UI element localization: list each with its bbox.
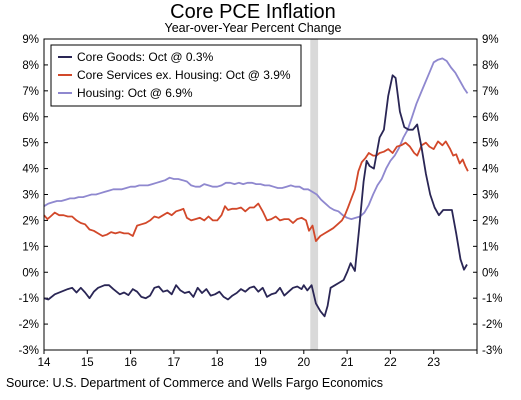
- x-tick-label: 18: [211, 357, 224, 369]
- y-tick-label-left: 6%: [22, 112, 39, 124]
- y-tick-label-left: 5%: [22, 138, 39, 150]
- x-tick-label: 14: [38, 357, 51, 369]
- x-tick-label: 19: [254, 357, 267, 369]
- y-tick-label-right: 1%: [482, 241, 499, 253]
- x-axis-ticks: 14 15 16 17 18 19 20 21 22 23: [38, 350, 478, 369]
- y-tick-label-left: -3%: [19, 345, 39, 357]
- legend-box: [50, 44, 302, 107]
- y-tick-label-right: 5%: [482, 138, 499, 150]
- y-tick-label-left: 8%: [22, 60, 39, 72]
- x-tick-label: 17: [168, 357, 181, 369]
- series-line-2: [43, 57, 469, 220]
- chart-subtitle: Year-over-Year Percent Change: [165, 21, 342, 35]
- x-tick-label: 16: [124, 357, 137, 369]
- chart-title: Core PCE Inflation: [170, 1, 336, 23]
- x-tick-label: 23: [427, 357, 440, 369]
- y-tick-label-left: -2%: [19, 319, 39, 331]
- y-tick-label-right: 3%: [482, 190, 499, 202]
- y-tick-label-left: 2%: [22, 215, 39, 227]
- y-tick-label-left: 9%: [22, 34, 39, 46]
- recession-band: [310, 39, 319, 350]
- y-tick-label-left: 3%: [22, 190, 39, 202]
- x-tick-label: 20: [297, 357, 310, 369]
- x-tick-label: 21: [341, 357, 354, 369]
- y-tick-label-right: -1%: [482, 293, 502, 305]
- y-tick-label-right: 8%: [482, 60, 499, 72]
- y-tick-label-right: 7%: [482, 86, 499, 98]
- y-tick-label-right: -3%: [482, 345, 502, 357]
- y-tick-label-right: 2%: [482, 215, 499, 227]
- source-note: Source: U.S. Department of Commerce and …: [6, 376, 383, 390]
- y-tick-label-left: 1%: [22, 241, 39, 253]
- y-tick-label-right: 9%: [482, 34, 499, 46]
- y-tick-label-left: 7%: [22, 86, 39, 98]
- legend-label-core-goods: Core Goods: Oct @ 0.3%: [77, 50, 214, 64]
- plot-series: [43, 57, 469, 318]
- y-tick-label-right: 0%: [482, 267, 499, 279]
- legend: Core Goods: Oct @ 0.3% Core Services ex.…: [50, 44, 302, 107]
- y-tick-label-left: 4%: [22, 164, 39, 176]
- series-line-0: [43, 74, 468, 318]
- x-tick-label: 15: [81, 357, 94, 369]
- y-tick-label-left: -1%: [19, 293, 39, 305]
- left-y-tick-labels: 9% 8% 7% 6% 5% 4% 3% 2% 1% 0% -1% -2% -3%: [19, 34, 48, 357]
- plot-frame: [43, 38, 478, 351]
- x-tick-label: 22: [384, 357, 397, 369]
- y-tick-label-right: -2%: [482, 319, 502, 331]
- legend-label-core-services: Core Services ex. Housing: Oct @ 3.9%: [77, 68, 291, 82]
- series-line-1: [43, 140, 469, 242]
- y-tick-label-right: 4%: [482, 164, 499, 176]
- legend-label-housing: Housing: Oct @ 6.9%: [77, 86, 193, 100]
- right-y-tick-labels: 9% 8% 7% 6% 5% 4% 3% 2% 1% 0% -1% -2% -3%: [473, 34, 502, 357]
- y-tick-label-right: 6%: [482, 112, 499, 124]
- y-tick-label-left: 0%: [22, 267, 39, 279]
